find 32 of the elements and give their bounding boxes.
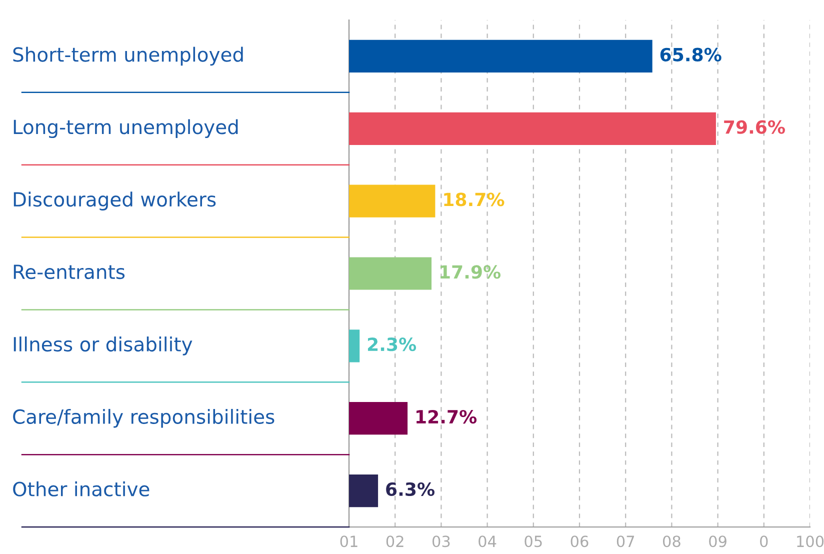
y-tick-label: Long-term unemployed xyxy=(14,119,238,138)
bar xyxy=(349,330,360,362)
y-tick-label: Discouraged workers xyxy=(14,192,216,210)
text: 04 xyxy=(478,536,496,548)
text: 06 xyxy=(570,536,588,548)
y-tick-label: Illness or disability xyxy=(14,336,192,356)
y-tick-label: Short-term unemployed xyxy=(13,46,243,66)
y-tick-label: Other inactive xyxy=(13,481,150,496)
data-label: 12.7% xyxy=(416,410,477,424)
text: 01 xyxy=(340,536,358,548)
data-label: 17.9% xyxy=(440,265,501,279)
text: 09 xyxy=(709,536,726,548)
data-label: 2.3% xyxy=(368,338,416,352)
text: 02 xyxy=(386,536,404,548)
data-label: 18.7% xyxy=(444,192,504,206)
bar xyxy=(349,40,652,73)
y-tick-label: Re-entrants xyxy=(14,264,125,280)
data-label: 65.8% xyxy=(660,48,722,62)
text: 05 xyxy=(524,536,542,548)
data-label: 79.6% xyxy=(724,120,785,134)
bar xyxy=(349,112,716,145)
text: 100 xyxy=(797,536,824,548)
text: 08 xyxy=(662,536,680,548)
bar xyxy=(349,257,432,290)
y-tick-label: Care/family responsibilities xyxy=(13,408,274,428)
bar xyxy=(349,474,378,508)
data-label: 6.3% xyxy=(386,482,434,496)
bar xyxy=(349,184,436,218)
text: 07 xyxy=(616,536,634,548)
text: 03 xyxy=(432,536,450,548)
text: 0 xyxy=(760,536,768,548)
bar xyxy=(349,402,408,435)
